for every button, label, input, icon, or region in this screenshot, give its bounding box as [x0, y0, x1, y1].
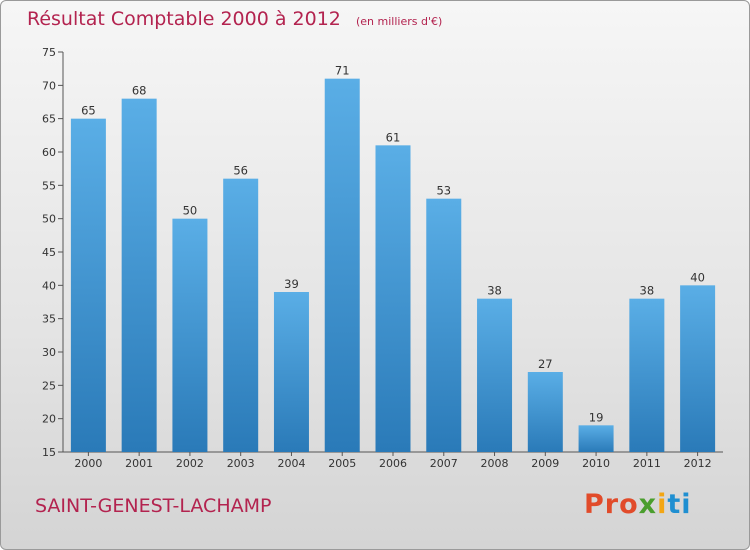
y-tick-label: 15: [42, 446, 56, 459]
value-label: 38: [640, 284, 655, 298]
bar-series: 65 68 50 56 39 71 61 53 38 27 19 38 40: [70, 64, 716, 453]
y-tick-label: 30: [42, 346, 56, 359]
bar-2008[interactable]: [477, 298, 513, 452]
value-label: 39: [284, 277, 299, 291]
x-tick-label: 2000: [74, 457, 102, 470]
value-label: 19: [589, 410, 604, 424]
x-tick-label: 2003: [227, 457, 255, 470]
x-tick-label: 2007: [430, 457, 458, 470]
chart-subtitle: (en milliers d'€): [355, 15, 443, 28]
logo-part: Pro: [584, 489, 639, 520]
chart-title: Résultat Comptable 2000 à 2012: [27, 8, 341, 30]
x-tick-label: 2006: [379, 457, 407, 470]
x-axis: 2000 2001 2002 2003 2004 2005 2006 2007 2008 2009…: [74, 452, 712, 470]
logo-part: ti: [667, 489, 692, 520]
y-tick-label: 70: [42, 79, 56, 92]
x-tick-label: 2004: [277, 457, 305, 470]
bar-2002[interactable]: [172, 218, 208, 452]
x-tick-label: 2002: [176, 457, 204, 470]
y-tick-label: 65: [42, 113, 56, 126]
y-tick-label: 20: [42, 413, 56, 426]
x-tick-label: 2010: [582, 457, 610, 470]
y-tick-label: 55: [42, 179, 56, 192]
y-tick-label: 25: [42, 379, 56, 392]
value-label: 38: [487, 284, 502, 298]
value-label: 53: [436, 184, 451, 198]
logo-part: i: [657, 489, 668, 520]
bar-2007[interactable]: [426, 198, 462, 452]
commune-name: SAINT-GENEST-LACHAMP: [35, 495, 272, 517]
value-label: 27: [538, 357, 553, 371]
x-tick-label: 2008: [481, 457, 509, 470]
bar-2004[interactable]: [273, 292, 309, 452]
x-tick-label: 2012: [684, 457, 712, 470]
x-tick-label: 2009: [531, 457, 559, 470]
y-tick-label: 45: [42, 246, 56, 259]
bar-2001[interactable]: [121, 98, 157, 453]
y-tick-label: 40: [42, 279, 56, 292]
logo-part: x: [638, 489, 658, 520]
x-tick-label: 2011: [633, 457, 661, 470]
y-tick-label: 35: [42, 313, 56, 326]
bar-2012[interactable]: [680, 285, 716, 452]
value-label: 56: [233, 164, 248, 178]
value-label: 71: [335, 64, 350, 78]
bar-2009[interactable]: [527, 372, 563, 452]
value-label: 61: [386, 130, 401, 144]
bar-2011[interactable]: [629, 298, 665, 452]
value-label: 50: [183, 204, 198, 218]
value-label: 40: [690, 270, 705, 284]
title-block: Résultat Comptable 2000 à 2012 (en milli…: [27, 8, 442, 30]
value-label: 65: [81, 104, 96, 118]
bar-2005[interactable]: [324, 78, 360, 453]
value-label: 68: [132, 84, 147, 98]
bar-2006[interactable]: [375, 145, 411, 453]
x-tick-label: 2005: [328, 457, 356, 470]
proxiti-logo[interactable]: Proxiti: [584, 489, 692, 520]
bar-2003[interactable]: [223, 178, 259, 452]
y-tick-label: 60: [42, 146, 56, 159]
bar-2000[interactable]: [70, 118, 106, 453]
bar-2010[interactable]: [578, 425, 614, 452]
x-tick-label: 2001: [125, 457, 153, 470]
y-tick-label: 50: [42, 213, 56, 226]
y-tick-label: 75: [42, 46, 56, 59]
